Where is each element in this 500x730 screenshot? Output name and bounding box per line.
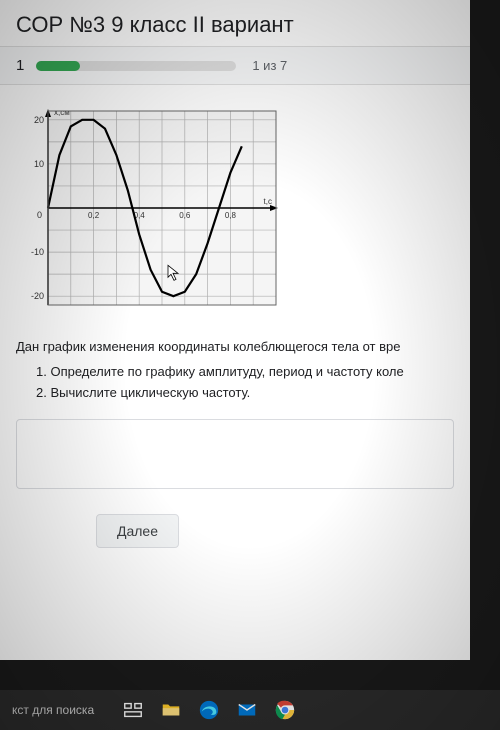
next-button[interactable]: Далее <box>96 514 179 548</box>
svg-text:-10: -10 <box>31 247 44 257</box>
tab-number: 1 <box>16 57 24 74</box>
question-content: -20-1010200,20,40,60,80x,смt,c Дан графи… <box>0 85 470 562</box>
oscillation-chart: -20-1010200,20,40,60,80x,смt,c <box>16 99 286 319</box>
svg-text:0,8: 0,8 <box>225 211 237 220</box>
windows-taskbar[interactable]: кст для поиска <box>0 690 500 730</box>
svg-text:0,2: 0,2 <box>88 211 100 220</box>
svg-text:20: 20 <box>34 115 44 125</box>
progress-row: 1 1 из 7 <box>0 46 470 85</box>
mail-icon[interactable] <box>230 693 264 727</box>
svg-text:x,см: x,см <box>54 108 70 117</box>
svg-text:t,c: t,c <box>264 197 272 206</box>
explorer-icon[interactable] <box>154 693 188 727</box>
form-title: СОР №3 9 класс II вариант <box>16 12 454 38</box>
progress-bar <box>36 61 236 71</box>
question-intro: Дан график изменения координаты колеблющ… <box>16 337 454 358</box>
question-item-2: 2. Вычислите циклическую частоту. <box>16 383 454 404</box>
button-row: Далее <box>16 494 454 548</box>
form-header: СОР №3 9 класс II вариант <box>0 0 470 46</box>
chrome-icon[interactable] <box>268 693 302 727</box>
question-item-1: 1. Определите по графику амплитуду, пери… <box>16 362 454 383</box>
form-page: СОР №3 9 класс II вариант 1 1 из 7 -20 -1… <box>0 0 470 660</box>
task-view-icon[interactable] <box>116 693 150 727</box>
svg-text:10: 10 <box>34 159 44 169</box>
progress-label: 1 из 7 <box>252 58 287 73</box>
edge-icon[interactable] <box>192 693 226 727</box>
answer-input[interactable] <box>16 419 454 489</box>
taskbar-search-hint[interactable]: кст для поиска <box>4 703 114 717</box>
progress-fill <box>36 61 80 71</box>
svg-text:0: 0 <box>37 210 42 220</box>
svg-text:-20: -20 <box>31 291 44 301</box>
svg-text:0,6: 0,6 <box>179 211 191 220</box>
